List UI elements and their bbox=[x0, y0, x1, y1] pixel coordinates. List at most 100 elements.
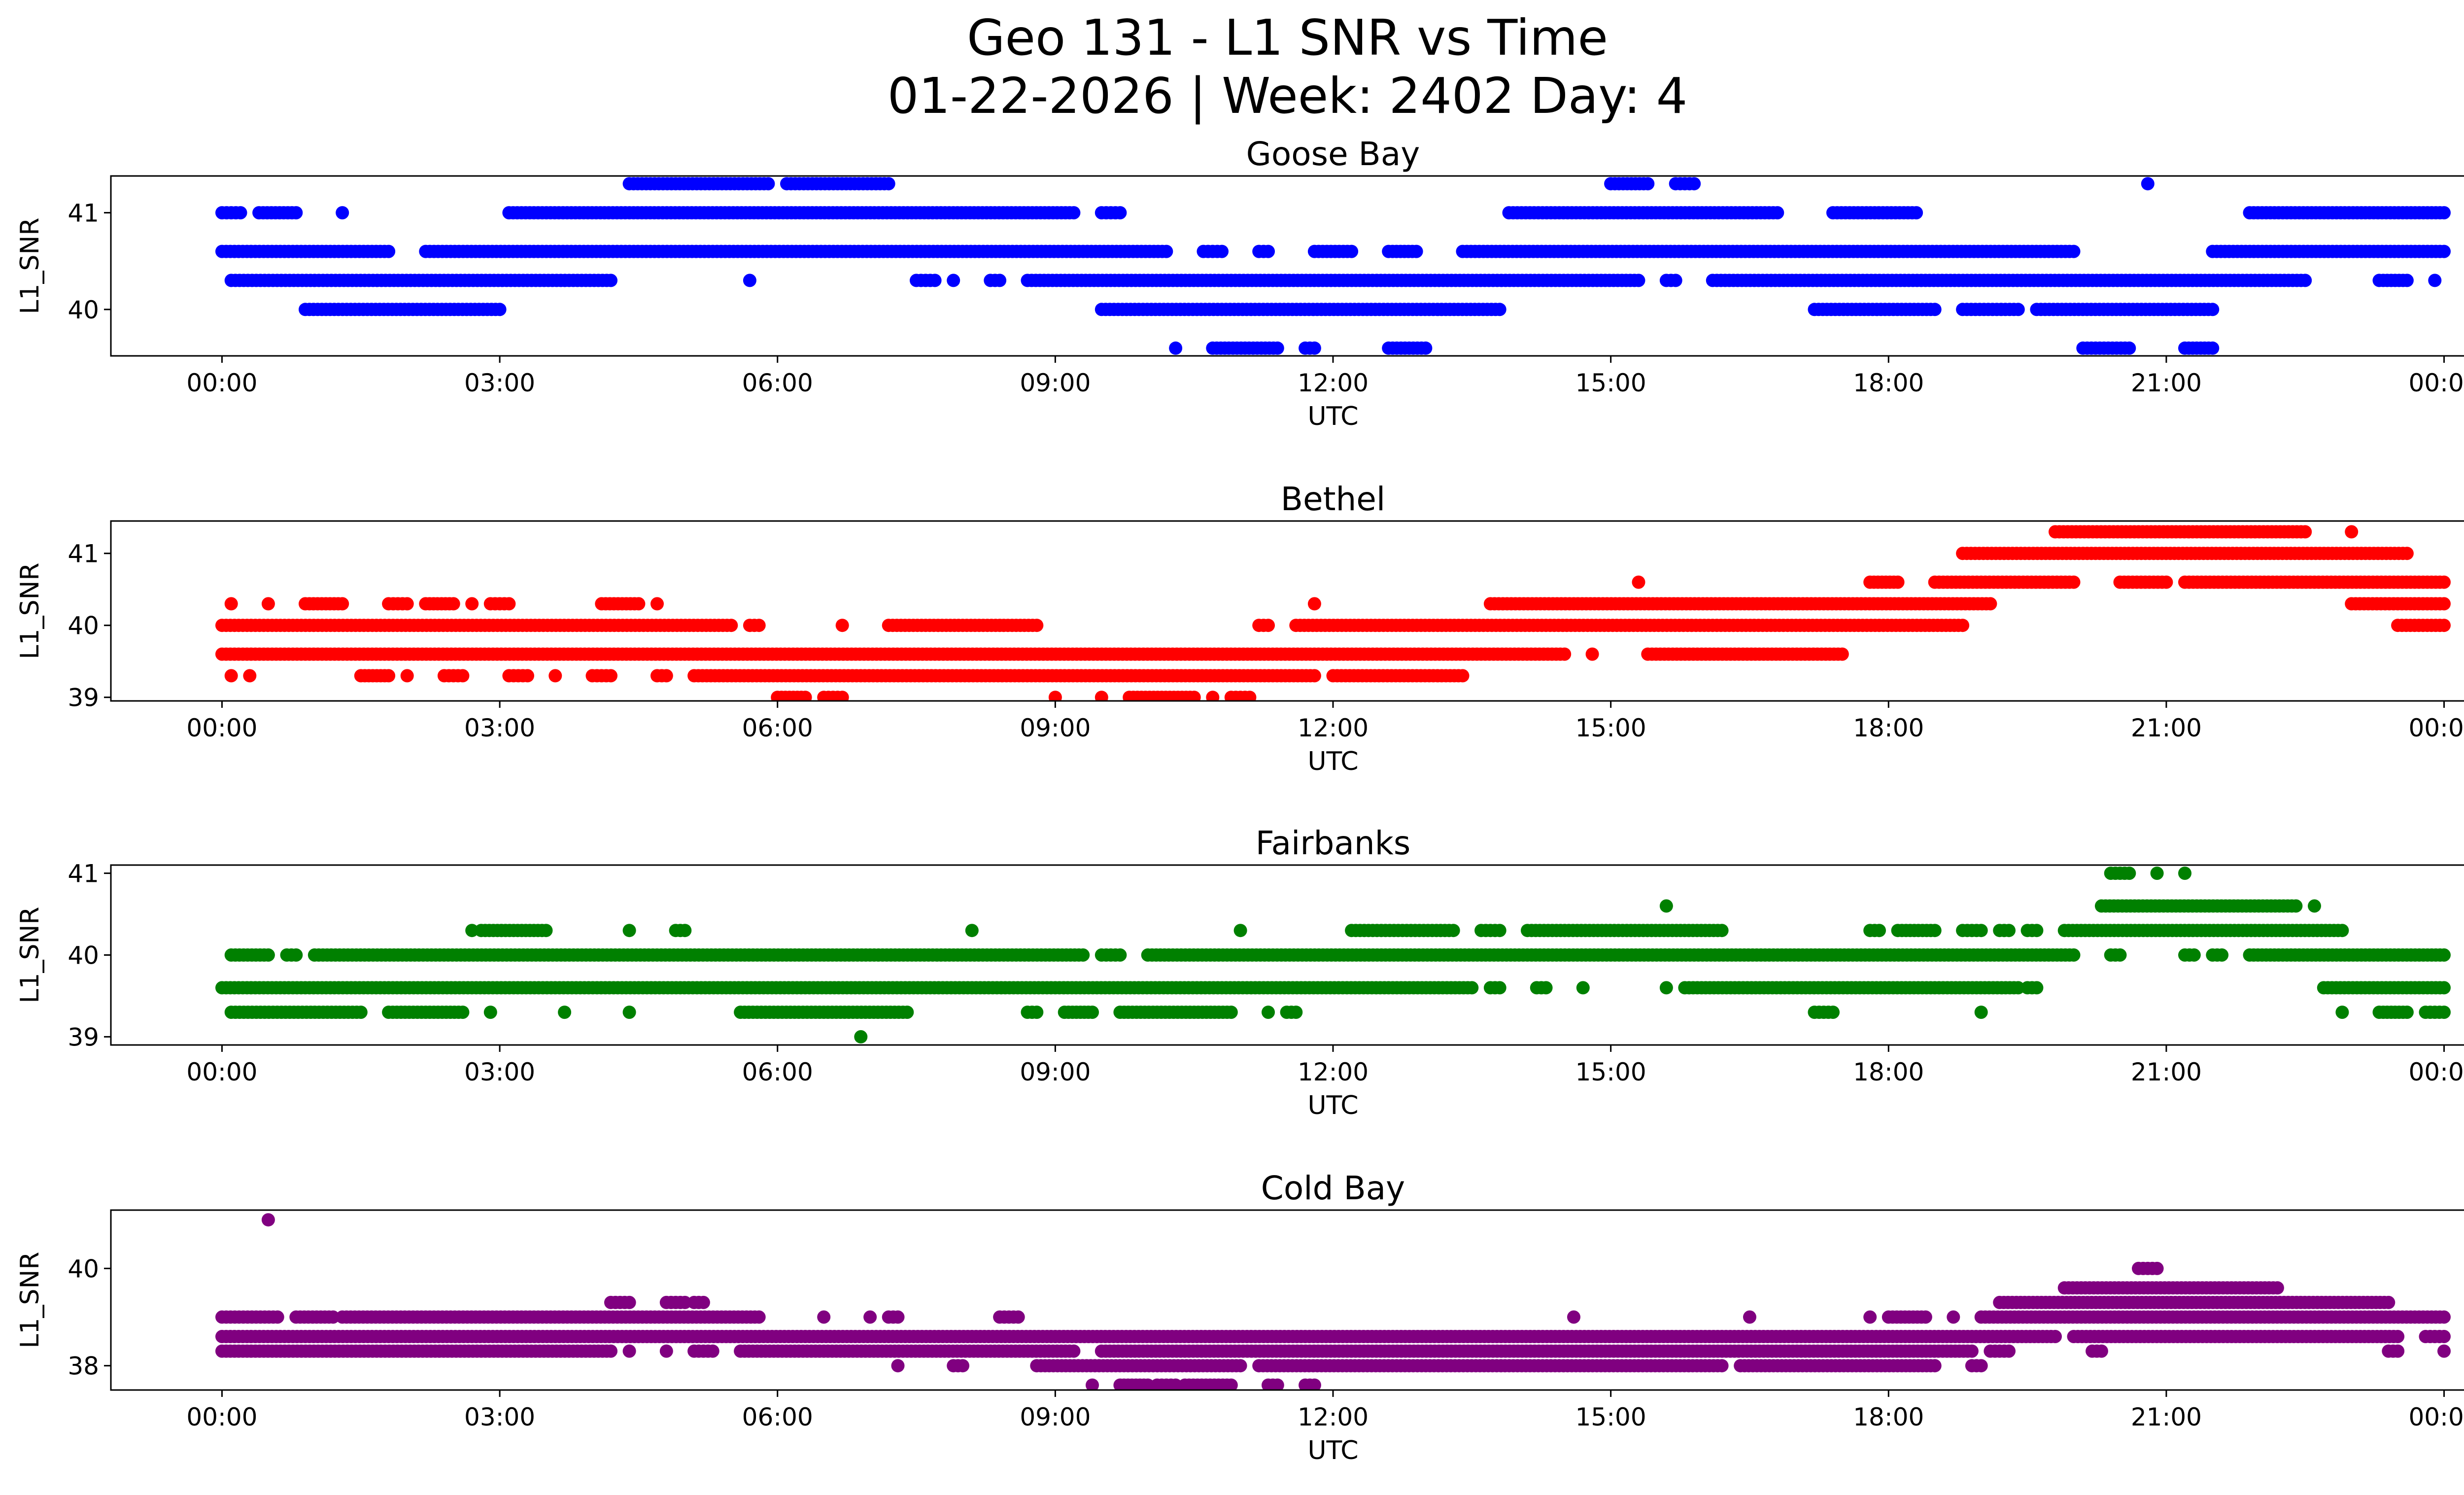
data-point bbox=[678, 924, 692, 938]
data-point bbox=[354, 1006, 368, 1019]
data-point bbox=[1465, 981, 1479, 995]
data-point bbox=[382, 669, 396, 683]
x-tick-label: 21:00 bbox=[2131, 1058, 2202, 1086]
x-tick-label: 18:00 bbox=[1853, 369, 1924, 397]
data-point bbox=[1169, 341, 1183, 355]
data-point bbox=[1928, 924, 1942, 938]
data-point bbox=[224, 597, 238, 611]
data-point bbox=[1984, 597, 1997, 611]
data-point bbox=[604, 274, 617, 287]
data-point bbox=[1409, 244, 1423, 258]
data-point bbox=[2178, 867, 2191, 880]
y-axis-label: L1_SNR bbox=[15, 1252, 45, 1348]
data-point bbox=[2308, 899, 2321, 913]
data-point bbox=[234, 206, 247, 220]
data-point bbox=[1947, 1310, 1960, 1324]
data-point bbox=[1419, 341, 1433, 355]
data-point bbox=[548, 669, 562, 683]
data-point bbox=[2270, 1281, 2284, 1295]
scatter-series bbox=[215, 1213, 2451, 1390]
data-point bbox=[2122, 341, 2136, 355]
x-axis-label: UTC bbox=[1307, 747, 1358, 776]
y-tick-label: 40 bbox=[68, 941, 99, 970]
data-point bbox=[1835, 647, 1849, 661]
subplot-title: Bethel bbox=[1281, 480, 1386, 518]
data-point bbox=[2382, 1295, 2396, 1309]
data-point bbox=[1659, 981, 1673, 995]
figure-title-line1: Geo 131 - L1 SNR vs Time bbox=[967, 9, 1608, 67]
data-point bbox=[539, 924, 553, 938]
x-tick-label: 15:00 bbox=[1575, 369, 1646, 397]
data-point bbox=[604, 669, 617, 683]
x-tick-label: 21:00 bbox=[2131, 714, 2202, 742]
x-axis-label: UTC bbox=[1307, 402, 1358, 431]
data-point bbox=[2030, 981, 2044, 995]
data-point bbox=[2298, 525, 2312, 539]
data-point bbox=[502, 597, 516, 611]
data-point bbox=[326, 1310, 340, 1324]
x-tick-label: 06:00 bbox=[742, 1058, 813, 1086]
data-point bbox=[2437, 597, 2451, 611]
data-point bbox=[1826, 1006, 1840, 1019]
data-point bbox=[446, 597, 460, 611]
axes-frame bbox=[110, 175, 2464, 357]
data-point bbox=[261, 1213, 275, 1227]
scatter-series bbox=[215, 867, 2451, 1043]
data-point bbox=[2400, 547, 2414, 560]
y-tick-label: 39 bbox=[68, 1023, 99, 1051]
data-point bbox=[2400, 274, 2414, 287]
data-point bbox=[1493, 303, 1506, 316]
data-point bbox=[817, 1310, 831, 1324]
data-point bbox=[2437, 981, 2451, 995]
data-point bbox=[2150, 1261, 2164, 1275]
data-point bbox=[1715, 924, 1729, 938]
data-point bbox=[2002, 924, 2016, 938]
data-point bbox=[1113, 948, 1127, 962]
data-point bbox=[1918, 1310, 1932, 1324]
data-point bbox=[2437, 1006, 2451, 1019]
data-point bbox=[1974, 1006, 1988, 1019]
data-point bbox=[1307, 597, 1321, 611]
data-point bbox=[1030, 619, 1044, 632]
data-point bbox=[521, 669, 534, 683]
data-point bbox=[993, 274, 1007, 287]
data-point bbox=[1669, 274, 1682, 287]
data-point bbox=[1243, 691, 1257, 701]
x-tick-label: 12:00 bbox=[1298, 714, 1369, 742]
data-point bbox=[678, 1295, 692, 1309]
y-tick-label: 40 bbox=[68, 296, 99, 324]
data-point bbox=[1863, 1310, 1877, 1324]
x-tick-label: 00:00 bbox=[2408, 1058, 2464, 1086]
data-point bbox=[465, 597, 479, 611]
x-tick-label: 00:00 bbox=[2408, 714, 2464, 742]
data-point bbox=[1030, 1006, 1044, 1019]
subplot-title: Goose Bay bbox=[1246, 135, 1420, 173]
x-tick-label: 15:00 bbox=[1575, 1058, 1646, 1086]
x-tick-label: 00:00 bbox=[186, 714, 257, 742]
x-axis-label: UTC bbox=[1307, 1091, 1358, 1120]
data-point bbox=[1160, 244, 1173, 258]
x-tick-label: 06:00 bbox=[742, 714, 813, 742]
data-point bbox=[2400, 1006, 2414, 1019]
x-tick-label: 00:00 bbox=[186, 1058, 257, 1086]
scatter-series bbox=[215, 177, 2451, 355]
data-point bbox=[2437, 948, 2451, 962]
data-point bbox=[224, 669, 238, 683]
data-point bbox=[558, 1006, 572, 1019]
data-point bbox=[1095, 691, 1108, 701]
data-point bbox=[900, 1006, 914, 1019]
data-point bbox=[1558, 647, 1572, 661]
data-point bbox=[1771, 206, 1784, 220]
data-point bbox=[2289, 899, 2303, 913]
data-point bbox=[2437, 575, 2451, 589]
data-point bbox=[2335, 924, 2349, 938]
data-point bbox=[1262, 1006, 1275, 1019]
data-point bbox=[1206, 691, 1220, 701]
data-point bbox=[965, 924, 979, 938]
x-tick-label: 03:00 bbox=[464, 369, 535, 397]
y-tick-label: 39 bbox=[68, 684, 99, 712]
figure-title: Geo 131 - L1 SNR vs Time 01-22-2026 | We… bbox=[0, 9, 2464, 125]
data-point bbox=[1262, 619, 1275, 632]
x-tick-label: 18:00 bbox=[1853, 1058, 1924, 1086]
data-point bbox=[622, 924, 636, 938]
